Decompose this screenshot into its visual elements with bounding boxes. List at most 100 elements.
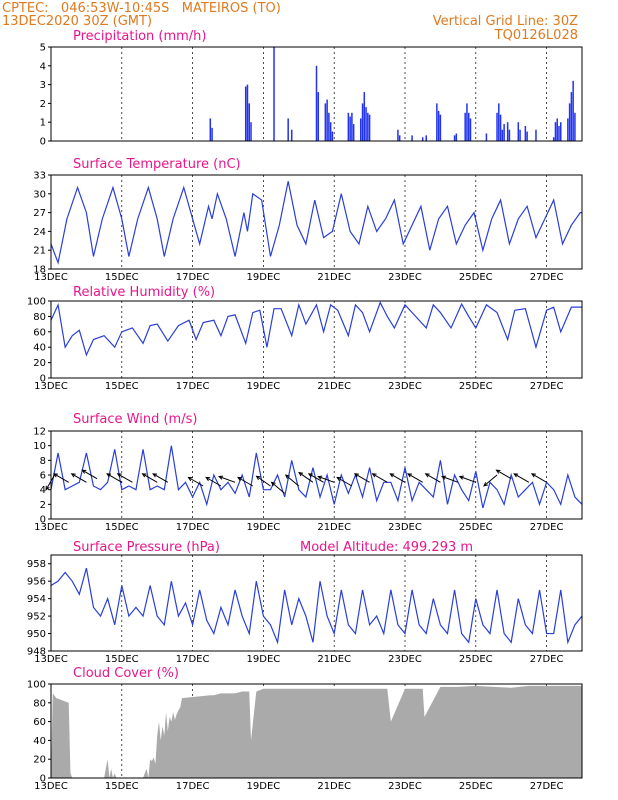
pressure-ytick-label: 956	[27, 577, 46, 588]
humidity-xtick-label: 23DEC	[388, 381, 422, 392]
precipitation-bar	[360, 118, 362, 141]
cloud-cover-xtick-label: 27DEC	[530, 781, 564, 792]
pressure-series-line	[50, 567, 583, 645]
wind-ytick-label: 4	[40, 485, 46, 496]
humidity-xtick-label: 25DEC	[459, 381, 493, 392]
precipitation-frame	[50, 46, 583, 142]
wind-arrow	[255, 475, 271, 487]
wind-arrow	[70, 473, 87, 483]
precipitation-bar	[554, 122, 557, 141]
precipitation-bar	[365, 107, 367, 141]
wind-arrow	[205, 476, 222, 487]
precipitation-bar	[453, 135, 456, 141]
temperature-ytick-label: 30	[33, 189, 46, 200]
precipitation-bar	[455, 133, 458, 141]
cloud-cover-ytick-label: 40	[33, 736, 46, 747]
precipitation-bar	[421, 137, 424, 141]
precipitation-ytick-label: 3	[40, 80, 46, 91]
wind-xtick-label: 17DEC	[176, 522, 210, 533]
cloud-cover-xtick-label: 15DEC	[105, 781, 139, 792]
wind-title: Surface Wind (m/s)	[73, 412, 197, 427]
pressure-xtick-label: 19DEC	[247, 654, 281, 665]
cloud-cover-title: Cloud Cover (%)	[73, 666, 179, 681]
precipitation-bar	[464, 112, 466, 141]
wind-ytick-label: 10	[33, 441, 46, 452]
wind-arrow	[52, 473, 69, 483]
wind-arrow	[317, 475, 335, 483]
wind-xtick-label: 27DEC	[530, 522, 564, 533]
precipitation-ytick-label: 0	[40, 137, 46, 148]
wind-arrow	[458, 475, 476, 483]
precipitation-bar	[570, 92, 573, 141]
cloud-cover-ytick-label: 100	[27, 680, 46, 691]
pressure-ytick-label: 952	[27, 612, 46, 623]
precipitation-bar	[506, 122, 509, 141]
pressure-panel: 948 950 952 954 956 958 Surface Pressure (hPa)…	[27, 540, 583, 665]
precipitation-bar	[324, 103, 327, 141]
temperature-xtick-label: 23DEC	[388, 272, 422, 283]
wind-xtick-label: 19DEC	[247, 522, 281, 533]
precipitation-ytick-label: 1	[40, 118, 46, 129]
cloud-cover-xtick-label: 13DEC	[34, 781, 68, 792]
wind-arrow	[495, 469, 512, 480]
precipitation-bar	[503, 124, 505, 141]
wind-xtick-label: 21DEC	[317, 522, 351, 533]
precipitation-bar	[572, 80, 574, 141]
precipitation-bar	[558, 125, 560, 141]
precipitation-bar	[467, 112, 470, 141]
precipitation-bar	[398, 135, 401, 141]
precipitation-title: Precipitation (mm/h)	[73, 29, 206, 44]
precipitation-ytick-label: 4	[40, 61, 46, 72]
wind-arrow	[237, 476, 254, 487]
temperature-xtick-label: 15DEC	[105, 272, 139, 283]
humidity-xtick-label: 27DEC	[530, 381, 564, 392]
pressure-title: Surface Pressure (hPa)	[73, 540, 220, 555]
wind-arrow	[270, 481, 285, 494]
precipitation-bar	[317, 92, 320, 141]
precipitation-ytick-label: 2	[40, 99, 46, 110]
precipitation-bar	[439, 114, 442, 141]
humidity-xtick-label: 17DEC	[176, 381, 210, 392]
wind-ytick-label: 6	[40, 471, 46, 482]
cloud-cover-xtick-label: 25DEC	[459, 781, 493, 792]
wind-arrow	[353, 473, 370, 483]
cloud-cover-xtick-label: 23DEC	[388, 781, 422, 792]
precipitation-bar	[352, 124, 355, 141]
humidity-ytick-label: 40	[33, 343, 46, 354]
precipitation-bar	[244, 86, 247, 141]
temperature-ytick-label: 33	[33, 171, 46, 182]
precipitation-bar	[496, 112, 498, 141]
temperature-xtick-label: 13DEC	[34, 272, 68, 283]
precipitation-ytick-label: 5	[40, 43, 46, 54]
temperature-xtick-label: 19DEC	[247, 272, 281, 283]
precipitation-bar	[436, 103, 438, 141]
wind-ytick-label: 8	[40, 456, 46, 467]
precipitation-bar	[560, 122, 562, 141]
humidity-series-line	[50, 301, 582, 357]
wind-arrow	[307, 473, 324, 483]
wind-arrow	[45, 474, 55, 491]
wind-arrow	[424, 473, 441, 483]
precipitation-bar	[568, 103, 571, 141]
pressure-xtick-label: 13DEC	[34, 654, 68, 665]
pressure-ytick-label: 950	[27, 629, 46, 640]
wind-panel: 0 2 4 6 8 10 12 Surface Wind (m/s) 13DEC 15DEC 17D…	[33, 412, 583, 533]
pressure-xtick-label: 17DEC	[176, 654, 210, 665]
wind-arrow	[141, 473, 158, 483]
header-location: CPTEC: 046:53W-10:45S MATEIROS (TO)	[2, 1, 281, 16]
wind-arrow	[513, 473, 530, 483]
wind-arrow	[483, 474, 498, 487]
pressure-xtick-label: 23DEC	[388, 654, 422, 665]
pressure-ytick-label: 948	[27, 647, 46, 658]
precipitation-bar	[328, 112, 330, 141]
precipitation-bar	[499, 114, 502, 141]
precipitation-bar	[397, 129, 399, 141]
precipitation-bar	[574, 112, 576, 141]
cloud-cover-ytick-label: 20	[33, 755, 46, 766]
wind-xtick-label: 13DEC	[34, 522, 68, 533]
precipitation-bar	[524, 125, 527, 141]
pressure-ytick-label: 954	[27, 594, 46, 605]
pressure-ytick-label: 958	[27, 559, 46, 570]
precipitation-panel: 0 1 2 3 4 5 Precipitation (mm/h)	[40, 29, 583, 148]
wind-arrow	[371, 473, 388, 483]
